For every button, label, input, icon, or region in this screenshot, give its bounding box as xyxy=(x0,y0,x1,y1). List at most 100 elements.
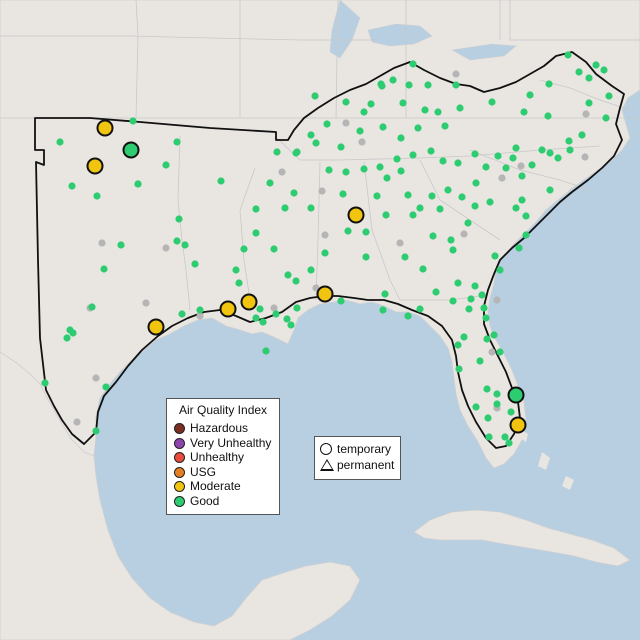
monitor-dot[interactable] xyxy=(458,193,466,201)
monitor-dot[interactable] xyxy=(456,104,464,112)
monitor-dot[interactable] xyxy=(496,348,504,356)
monitor-dot[interactable] xyxy=(389,76,397,84)
monitor-dot[interactable] xyxy=(337,143,345,151)
highlighted-monitor[interactable] xyxy=(509,416,527,434)
monitor-dot[interactable] xyxy=(467,295,475,303)
monitor-dot[interactable] xyxy=(381,290,389,298)
monitor-dot[interactable] xyxy=(409,151,417,159)
monitor-dot[interactable] xyxy=(272,310,280,318)
monitor-dot[interactable] xyxy=(501,433,509,441)
highlighted-monitor[interactable] xyxy=(316,285,334,303)
monitor-dot[interactable] xyxy=(307,266,315,274)
monitor-dot[interactable] xyxy=(512,144,520,152)
monitor-dot[interactable] xyxy=(518,196,526,204)
monitor-dot[interactable] xyxy=(396,239,404,247)
monitor-dot[interactable] xyxy=(454,159,462,167)
monitor-dot[interactable] xyxy=(564,51,572,59)
monitor-dot[interactable] xyxy=(367,100,375,108)
monitor-dot[interactable] xyxy=(196,312,204,320)
highlighted-monitor[interactable] xyxy=(122,141,140,159)
monitor-dot[interactable] xyxy=(252,314,260,322)
monitor-dot[interactable] xyxy=(293,148,301,156)
monitor-dot[interactable] xyxy=(373,192,381,200)
monitor-dot[interactable] xyxy=(483,385,491,393)
monitor-dot[interactable] xyxy=(393,155,401,163)
monitor-dot[interactable] xyxy=(284,271,292,279)
monitor-dot[interactable] xyxy=(538,146,546,154)
monitor-dot[interactable] xyxy=(432,288,440,296)
monitor-dot[interactable] xyxy=(283,315,291,323)
monitor-dot[interactable] xyxy=(544,112,552,120)
monitor-dot[interactable] xyxy=(92,374,100,382)
monitor-dot[interactable] xyxy=(240,245,248,253)
monitor-dot[interactable] xyxy=(476,357,484,365)
monitor-dot[interactable] xyxy=(377,80,385,88)
monitor-dot[interactable] xyxy=(337,297,345,305)
monitor-dot[interactable] xyxy=(196,306,204,314)
monitor-dot[interactable] xyxy=(522,231,530,239)
monitor-dot[interactable] xyxy=(490,331,498,339)
monitor-dot[interactable] xyxy=(217,177,225,185)
monitor-dot[interactable] xyxy=(173,237,181,245)
monitor-dot[interactable] xyxy=(362,253,370,261)
monitor-dot[interactable] xyxy=(399,99,407,107)
monitor-dot[interactable] xyxy=(505,439,513,447)
monitor-dot[interactable] xyxy=(419,265,427,273)
monitor-dot[interactable] xyxy=(454,279,462,287)
monitor-dot[interactable] xyxy=(545,80,553,88)
monitor-dot[interactable] xyxy=(429,232,437,240)
monitor-dot[interactable] xyxy=(281,204,289,212)
monitor-dot[interactable] xyxy=(581,153,589,161)
highlighted-monitor[interactable] xyxy=(240,293,258,311)
monitor-dot[interactable] xyxy=(518,172,526,180)
monitor-dot[interactable] xyxy=(507,408,515,416)
monitor-dot[interactable] xyxy=(472,403,480,411)
monitor-dot[interactable] xyxy=(134,180,142,188)
monitor-dot[interactable] xyxy=(485,433,493,441)
monitor-dot[interactable] xyxy=(585,99,593,107)
monitor-dot[interactable] xyxy=(266,179,274,187)
monitor-dot[interactable] xyxy=(493,390,501,398)
monitor-dot[interactable] xyxy=(262,347,270,355)
monitor-dot[interactable] xyxy=(546,149,554,157)
monitor-dot[interactable] xyxy=(565,137,573,145)
highlighted-monitor[interactable] xyxy=(507,386,525,404)
monitor-dot[interactable] xyxy=(502,164,510,172)
monitor-dot[interactable] xyxy=(554,154,562,162)
monitor-dot[interactable] xyxy=(471,282,479,290)
monitor-dot[interactable] xyxy=(424,81,432,89)
monitor-dot[interactable] xyxy=(307,204,315,212)
monitor-dot[interactable] xyxy=(600,66,608,74)
monitor-dot[interactable] xyxy=(273,148,281,156)
monitor-dot[interactable] xyxy=(191,260,199,268)
monitor-dot[interactable] xyxy=(323,120,331,128)
monitor-dot[interactable] xyxy=(397,134,405,142)
monitor-dot[interactable] xyxy=(493,296,501,304)
monitor-dot[interactable] xyxy=(382,211,390,219)
monitor-dot[interactable] xyxy=(493,400,501,408)
monitor-dot[interactable] xyxy=(455,365,463,373)
monitor-dot[interactable] xyxy=(287,321,295,329)
monitor-dot[interactable] xyxy=(397,167,405,175)
monitor-dot[interactable] xyxy=(129,117,137,125)
monitor-dot[interactable] xyxy=(379,123,387,131)
monitor-dot[interactable] xyxy=(546,186,554,194)
monitor-dot[interactable] xyxy=(566,146,574,154)
monitor-dot[interactable] xyxy=(325,166,333,174)
monitor-dot[interactable] xyxy=(428,192,436,200)
monitor-dot[interactable] xyxy=(488,98,496,106)
monitor-dot[interactable] xyxy=(409,211,417,219)
monitor-dot[interactable] xyxy=(342,119,350,127)
monitor-dot[interactable] xyxy=(488,348,496,356)
monitor-dot[interactable] xyxy=(512,204,520,212)
monitor-dot[interactable] xyxy=(178,310,186,318)
monitor-dot[interactable] xyxy=(339,190,347,198)
monitor-dot[interactable] xyxy=(421,106,429,114)
monitor-dot[interactable] xyxy=(405,81,413,89)
monitor-dot[interactable] xyxy=(383,174,391,182)
monitor-dot[interactable] xyxy=(69,329,77,337)
monitor-dot[interactable] xyxy=(602,114,610,122)
monitor-dot[interactable] xyxy=(464,219,472,227)
monitor-dot[interactable] xyxy=(73,418,81,426)
monitor-dot[interactable] xyxy=(592,61,600,69)
